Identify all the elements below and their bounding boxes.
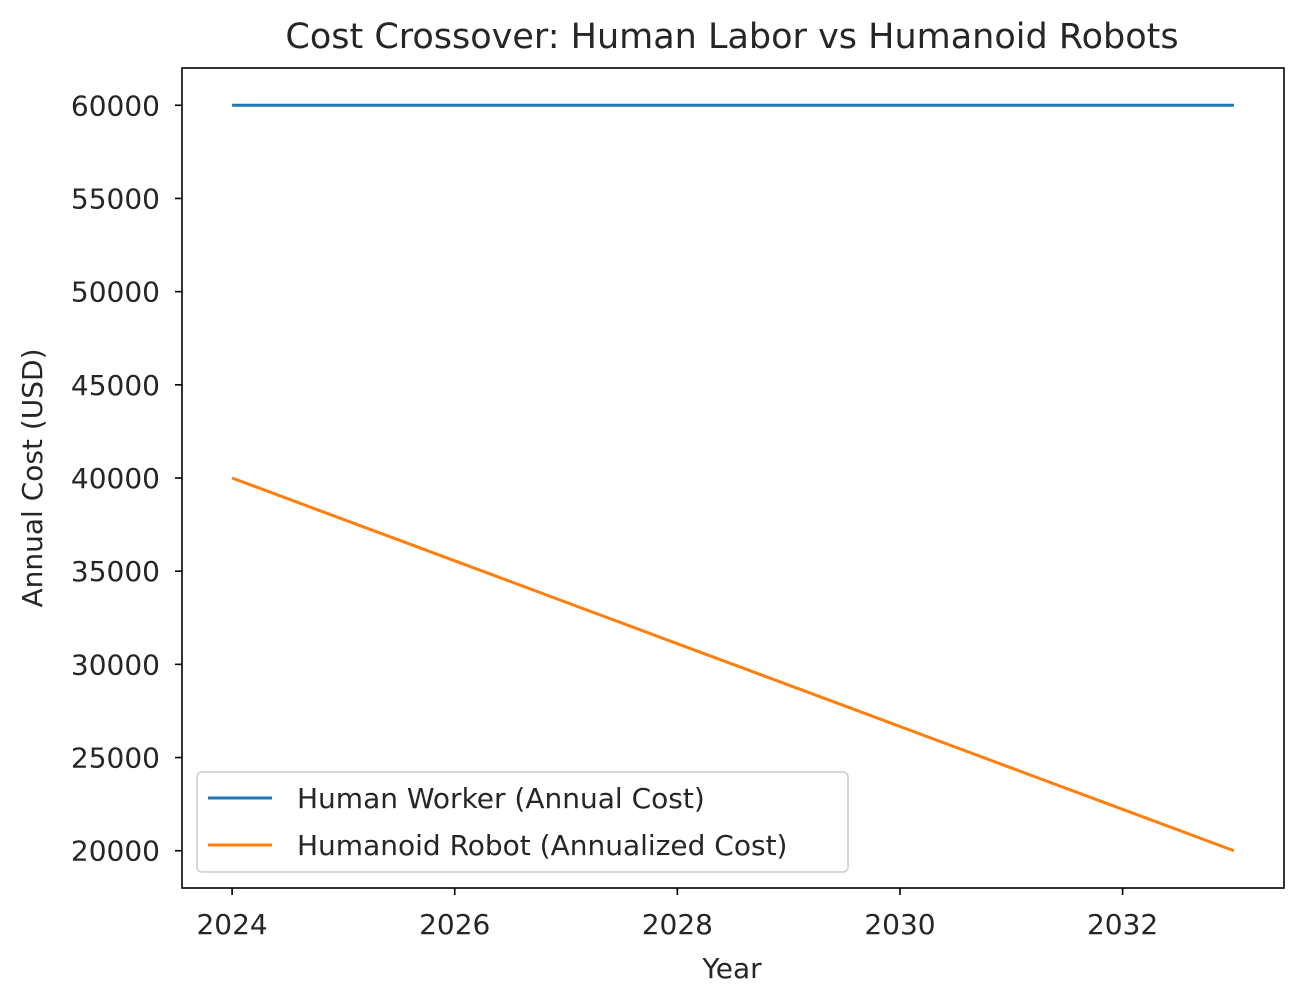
y-tick-label: 45000 bbox=[71, 369, 160, 402]
chart-title: Cost Crossover: Human Labor vs Humanoid … bbox=[285, 17, 1178, 57]
x-tick-label: 2024 bbox=[196, 908, 267, 941]
y-tick-label: 30000 bbox=[71, 648, 160, 681]
y-tick-label: 20000 bbox=[71, 835, 160, 868]
y-tick-label: 25000 bbox=[71, 742, 160, 775]
y-tick-label: 35000 bbox=[71, 555, 160, 588]
x-tick-label: 2026 bbox=[419, 908, 490, 941]
y-tick-label: 55000 bbox=[71, 182, 160, 215]
legend: Human Worker (Annual Cost) Humanoid Robot… bbox=[196, 771, 849, 873]
y-axis-label: Annual Cost (USD) bbox=[16, 348, 49, 607]
legend-label-1: Human Worker (Annual Cost) bbox=[297, 782, 705, 815]
series-line-2 bbox=[231, 476, 1235, 853]
axes-layer: 2024 2026 2028 2030 2032 20000 25000 30000 35000… bbox=[71, 67, 1285, 941]
legend-box bbox=[196, 771, 849, 873]
series-layer bbox=[231, 103, 1235, 853]
x-tick-label: 2032 bbox=[1087, 908, 1158, 941]
plot-frame bbox=[181, 67, 1285, 889]
legend-label-2: Humanoid Robot (Annualized Cost) bbox=[297, 829, 787, 862]
y-tick-label: 60000 bbox=[71, 89, 160, 122]
y-tick-label: 40000 bbox=[71, 462, 160, 495]
x-axis-label: Year bbox=[701, 952, 762, 985]
x-tick-label: 2030 bbox=[864, 908, 935, 941]
x-tick-label: 2028 bbox=[642, 908, 713, 941]
y-tick-label: 50000 bbox=[71, 276, 160, 309]
